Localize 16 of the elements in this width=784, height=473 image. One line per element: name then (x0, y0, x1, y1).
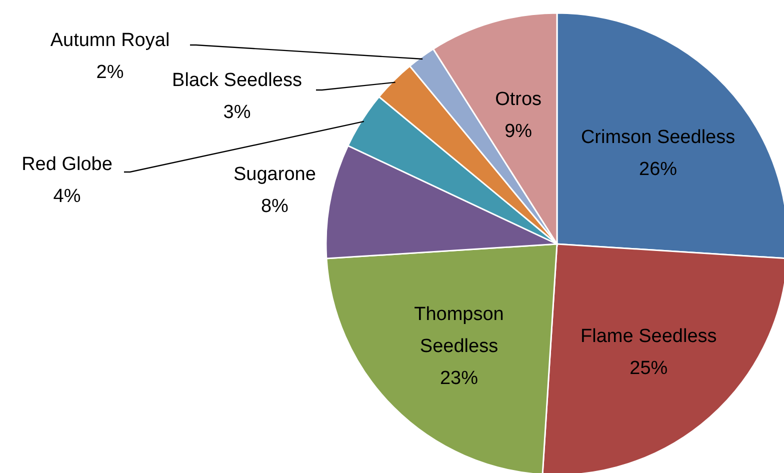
data-label: 2% (96, 62, 124, 83)
slice-label: Flame Seedless (580, 326, 717, 347)
data-label: 9% (504, 120, 532, 142)
slice-label: Otros (495, 88, 542, 110)
data-label: 3% (223, 102, 251, 123)
data-label: 26% (639, 159, 678, 180)
slice-label: Sugarone (234, 164, 316, 186)
slice-label: Thompson Seedless (414, 304, 504, 358)
slice-label: Autumn Royal (50, 30, 170, 51)
data-label: 25% (630, 358, 668, 379)
data-label: 23% (440, 368, 478, 390)
slice-label: Crimson Seedless (580, 127, 736, 148)
data-label: 8% (260, 196, 289, 218)
slice-label: Red Globe (22, 154, 112, 175)
data-label: 4% (53, 186, 81, 207)
slice-label: Black Seedless (172, 70, 302, 91)
